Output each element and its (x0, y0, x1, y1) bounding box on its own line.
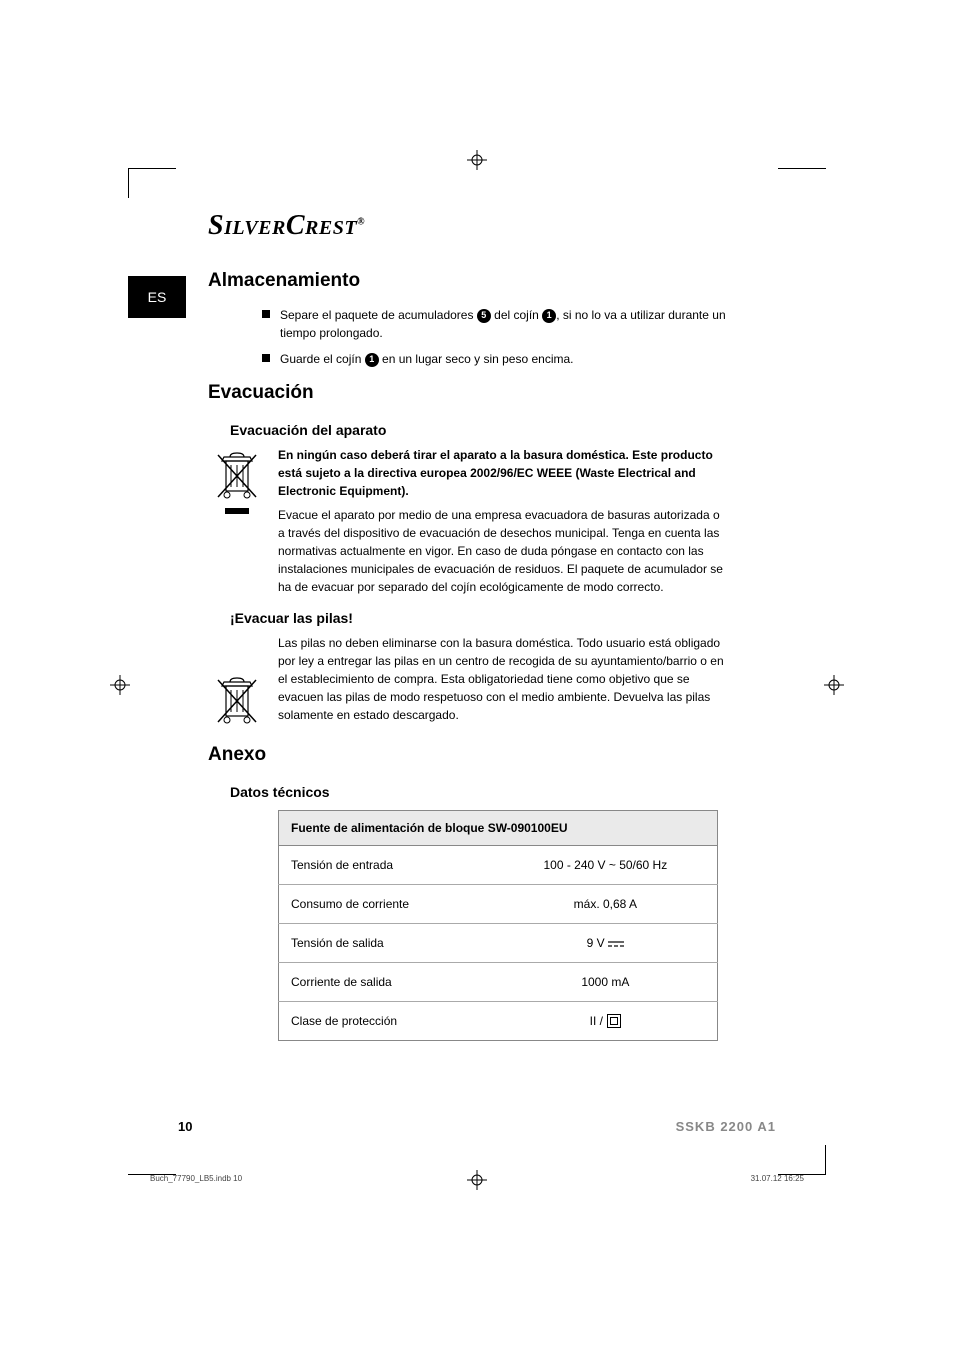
table-row: Tensión de salida 9 V (279, 924, 718, 963)
reference-badge: 5 (477, 309, 491, 323)
table-row: Corriente de salida 1000 mA (279, 963, 718, 1002)
print-timestamp: 31.07.12 16:25 (751, 1174, 804, 1183)
body-text: Guarde el cojín 1 en un lugar seco y sin… (280, 350, 728, 368)
heading-disposal: Evacuación (208, 382, 728, 404)
table-cell-label: Consumo de corriente (279, 885, 494, 924)
table-cell-label: Corriente de salida (279, 963, 494, 1002)
heading-storage: Almacenamiento (208, 270, 728, 292)
crop-mark (778, 1145, 826, 1175)
print-metadata: Buch_77790_LB5.indb 10 31.07.12 16:25 (150, 1174, 804, 1183)
table-header: Fuente de alimentación de bloque SW-0901… (279, 811, 718, 846)
body-text-bold: En ningún caso deberá tirar el aparato a… (278, 446, 728, 500)
weee-bar-icon (225, 508, 249, 514)
table-cell-label: Tensión de salida (279, 924, 494, 963)
table-row: Clase de protección II / (279, 1002, 718, 1041)
brand-logo: SILVERCREST® (208, 210, 365, 242)
body-text: Separe el paquete de acumuladores 5 del … (280, 306, 728, 342)
crop-mark (128, 1145, 176, 1175)
registration-mark-icon (110, 675, 130, 695)
page-footer: 10 SSKB 2200 A1 (178, 1119, 776, 1134)
page-content: Almacenamiento Separe el paquete de acum… (208, 270, 728, 1041)
weee-icon (216, 451, 258, 514)
body-text: Evacue el aparato por medio de una empre… (278, 506, 728, 596)
table-row: Consumo de corriente máx. 0,68 A (279, 885, 718, 924)
bullet-square-icon (262, 354, 270, 362)
crop-mark (778, 168, 826, 198)
table-cell-label: Tensión de entrada (279, 846, 494, 885)
subheading-device-disposal: Evacuación del aparato (230, 422, 728, 438)
language-badge: ES (128, 276, 186, 318)
bullet-square-icon (262, 310, 270, 318)
reference-badge: 1 (365, 353, 379, 367)
battery-disposal-icon (216, 676, 258, 731)
page-number: 10 (178, 1119, 192, 1134)
list-item: Guarde el cojín 1 en un lugar seco y sin… (262, 350, 728, 368)
subheading-technical-data: Datos técnicos (230, 784, 728, 800)
table-cell-value: 9 V (494, 924, 718, 963)
print-filename: Buch_77790_LB5.indb 10 (150, 1174, 242, 1183)
table-cell-label: Clase de protección (279, 1002, 494, 1041)
table-cell-value: 1000 mA (494, 963, 718, 1002)
body-text: Las pilas no deben eliminarse con la bas… (278, 634, 728, 724)
heading-annex: Anexo (208, 744, 728, 766)
reference-badge: 1 (542, 309, 556, 323)
model-number: SSKB 2200 A1 (676, 1119, 776, 1134)
registration-mark-icon (824, 675, 844, 695)
dc-symbol-icon (608, 940, 624, 948)
list-item: Separe el paquete de acumuladores 5 del … (262, 306, 728, 342)
technical-data-table: Fuente de alimentación de bloque SW-0901… (278, 810, 718, 1041)
crop-mark (128, 168, 176, 198)
class-ii-icon (607, 1014, 621, 1028)
table-cell-value: máx. 0,68 A (494, 885, 718, 924)
registration-mark-icon (467, 150, 487, 170)
table-row: Tensión de entrada 100 - 240 V ~ 50/60 H… (279, 846, 718, 885)
subheading-battery-disposal: ¡Evacuar las pilas! (230, 610, 728, 626)
table-cell-value: II / (494, 1002, 718, 1041)
table-cell-value: 100 - 240 V ~ 50/60 Hz (494, 846, 718, 885)
